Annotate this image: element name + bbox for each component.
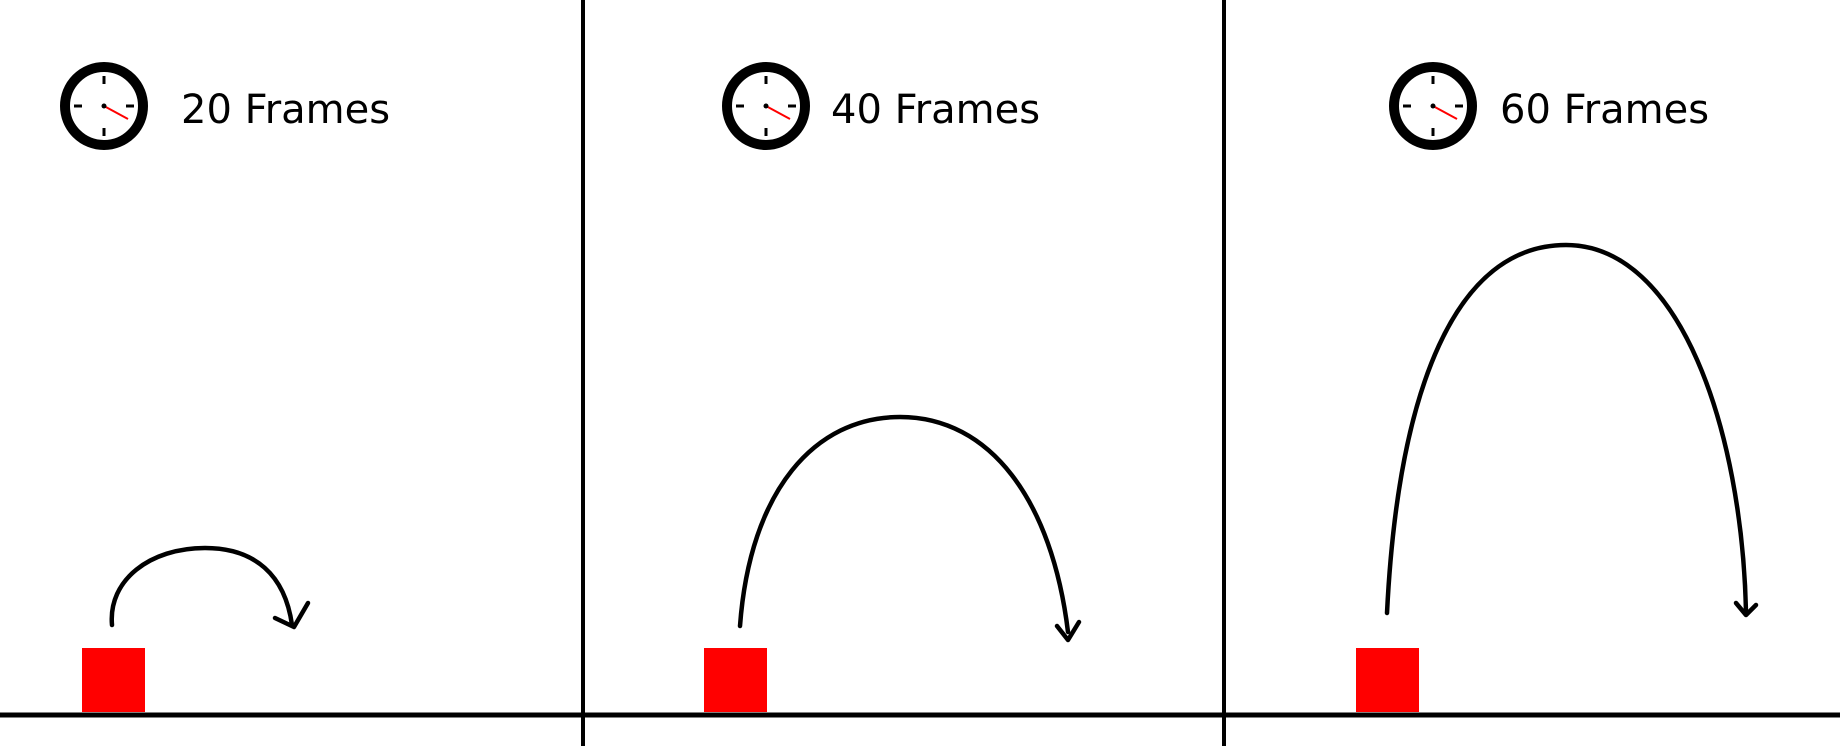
red-block	[82, 648, 145, 712]
arrow-head	[1733, 600, 1759, 618]
jump-arc	[109, 545, 295, 628]
red-block	[1356, 648, 1419, 712]
red-block	[704, 648, 767, 712]
jump-arc	[737, 414, 1071, 635]
panel-3-label: 60 Frames	[1500, 87, 1710, 133]
arrow-head	[1054, 619, 1082, 643]
panel-1-label: 20 Frames	[181, 87, 391, 133]
panel-1	[65, 67, 311, 712]
panel-2-label: 40 Frames	[831, 87, 1041, 133]
clock-icon	[1394, 67, 1472, 145]
jump-arc	[1384, 242, 1749, 616]
clock-icon	[727, 67, 805, 145]
panel-3	[1356, 67, 1759, 712]
clock-icon	[65, 67, 143, 145]
panel-2	[704, 67, 1082, 712]
arrow-head	[272, 600, 311, 630]
